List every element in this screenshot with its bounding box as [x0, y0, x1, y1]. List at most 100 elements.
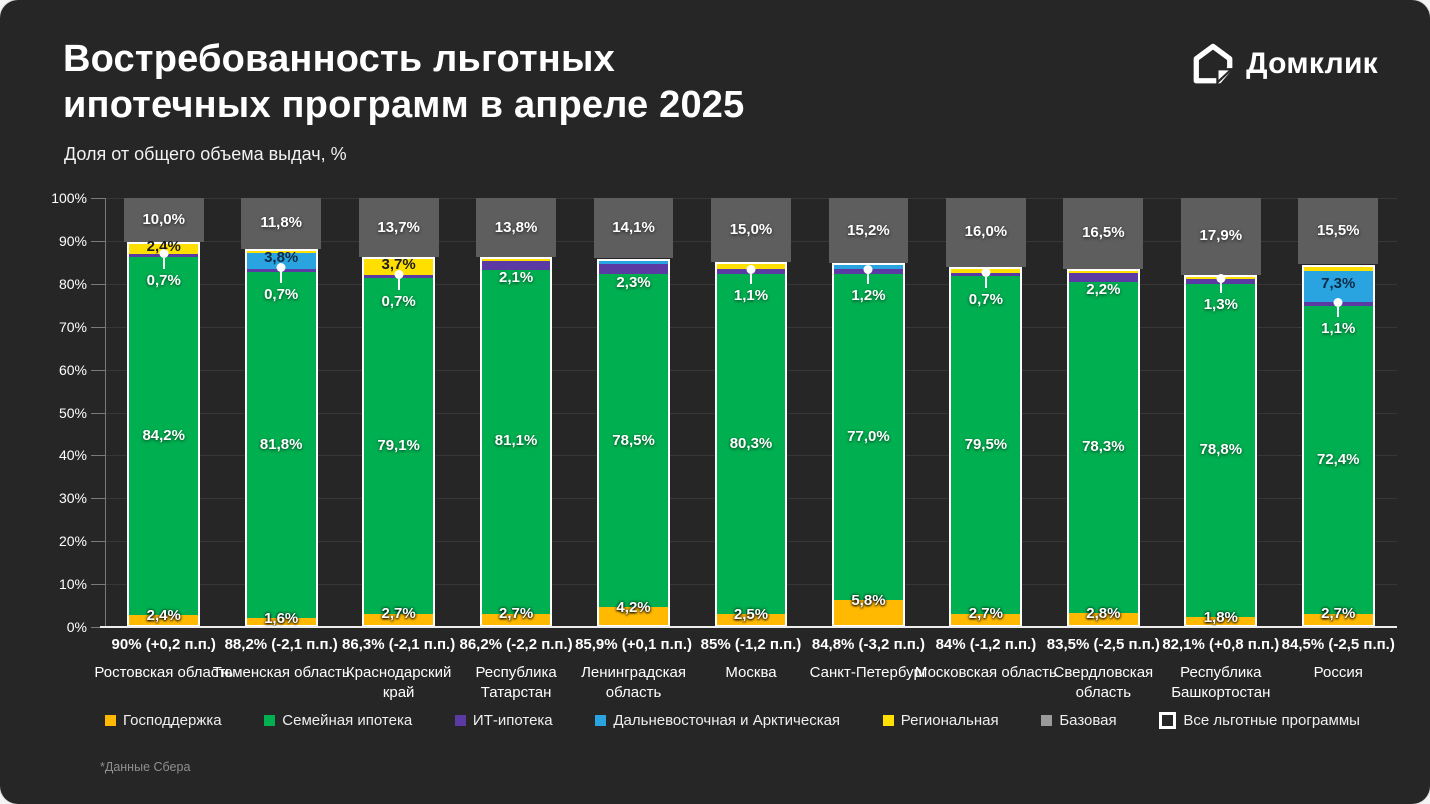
callout-line: [867, 269, 870, 285]
preferential-outline: [479, 257, 553, 627]
segment-label: 0,7%: [264, 285, 299, 303]
preferential-outline: [714, 262, 788, 627]
legend-label: Региональная: [900, 712, 999, 729]
segment-gosp: [599, 607, 668, 625]
callout-line: [397, 274, 400, 290]
domclick-house-icon: [1191, 42, 1235, 86]
bar-total-label: 86,2% (-2,2 п.п.): [459, 636, 573, 653]
y-axis-tick: [91, 541, 105, 543]
y-axis-tick: [91, 627, 105, 628]
bar-column: 17,9% 1,8% 78,8% 1,3% 82,1% (+0,8 п.п.) Респу…: [1162, 198, 1279, 701]
segment-base: [241, 198, 322, 249]
legend-item: Господдержка: [105, 712, 222, 729]
segment-family: [599, 274, 668, 608]
segment-label: 1,1%: [1321, 320, 1356, 338]
segment-base: [1063, 198, 1144, 269]
preferential-outline: [127, 242, 201, 627]
page-title-line2: ипотечных программ в апреле 2025: [63, 84, 745, 127]
bar-column: 16,0% 2,7% 79,5% 0,7% 84% (-1,2 п.п.) Московс…: [915, 198, 1057, 681]
segment-label: 78,8%: [1199, 441, 1243, 459]
callout-line: [1337, 302, 1340, 318]
segment-label: 7,3%: [1321, 275, 1356, 293]
segment-base: [123, 198, 204, 243]
segment-label: 16,5%: [1082, 224, 1125, 242]
bar-total-label: 85% (-1,2 п.п.): [700, 636, 802, 653]
y-axis-line: [105, 198, 106, 627]
y-axis-label: 80%: [58, 275, 87, 292]
segment-label: 0,7%: [968, 290, 1003, 308]
page-title-line1: Востребованность льготных: [63, 38, 615, 80]
segment-base: [828, 198, 909, 264]
segment-fareast: [1303, 270, 1373, 302]
y-axis-tick: [91, 240, 105, 242]
callout-line: [162, 253, 165, 269]
segment-label: 10,0%: [142, 211, 185, 229]
footnote: *Данные Сбера: [100, 760, 191, 774]
segment-label: 2,4%: [146, 238, 181, 256]
legend-item: Все льготные программы: [1159, 712, 1360, 729]
segment-label: 5,8%: [851, 592, 886, 610]
segment-gosp: [246, 618, 316, 625]
legend-label: Дальневосточная и Арктическая: [613, 712, 841, 729]
y-axis-label: 100%: [51, 190, 87, 206]
legend-item: Дальневосточная и Арктическая: [595, 712, 840, 729]
segment-family: [1303, 306, 1373, 614]
y-axis-tick: [91, 369, 105, 371]
y-axis-tick: [91, 584, 105, 586]
bar-total-label: 84% (-1,2 п.п.): [935, 636, 1037, 653]
bar-total-label: 82,1% (+0,8 п.п.): [1162, 636, 1280, 653]
segment-label: 15,0%: [729, 221, 773, 239]
bar-total-label: 86,3% (-2,1 п.п.): [342, 636, 456, 653]
segment-label: 2,1%: [498, 269, 534, 287]
segment-label: 84,2%: [142, 427, 185, 445]
bar-total-label: 83,5% (-2,5 п.п.): [1046, 636, 1160, 653]
segment-label: 17,9%: [1199, 227, 1243, 245]
bar-region-label: Россия: [1313, 664, 1363, 681]
segment-fareast: [599, 260, 668, 265]
segment-label: 2,7%: [381, 605, 416, 623]
x-axis-line: [100, 626, 1397, 628]
preferential-outline: [362, 257, 436, 627]
preferential-outline: [244, 248, 318, 627]
segment-base: [593, 198, 674, 259]
preferential-outline: [1184, 274, 1258, 627]
y-axis-label: 30%: [58, 490, 87, 507]
callout-line: [280, 267, 283, 283]
segment-label: 77,0%: [847, 427, 890, 445]
bar-total-label: 84,8% (-3,2 п.п.): [811, 636, 926, 653]
segment-label: 72,4%: [1316, 451, 1360, 469]
segment-label: 11,8%: [260, 214, 303, 232]
segment-family: [1186, 284, 1256, 618]
preferential-outline: [1066, 268, 1140, 627]
segment-gosp: [1068, 613, 1138, 625]
segment-label: 3,7%: [381, 256, 416, 274]
y-axis-tick: [91, 412, 105, 414]
y-axis-tick: [91, 326, 105, 328]
segment-label: 78,3%: [1082, 438, 1125, 456]
legend-swatch-all: [1159, 712, 1177, 729]
segment-it: [1068, 272, 1138, 283]
bar-total-label: 84,5% (-2,5 п.п.): [1281, 636, 1395, 653]
bar-region-label: Ростовская область: [94, 664, 234, 681]
segment-it: [599, 264, 668, 275]
y-axis-tick: [91, 283, 105, 285]
segment-label: 2,8%: [1086, 604, 1121, 622]
page-title: Востребованность льготных ипотечных прог…: [63, 36, 744, 129]
legend-swatch-fareast: [595, 715, 607, 726]
brand-name: Домклик: [1246, 47, 1378, 80]
segment-base: [476, 198, 556, 258]
segment-label: 15,5%: [1316, 222, 1360, 240]
bar-total-label: 88,2% (-2,1 п.п.): [224, 636, 338, 653]
bar-column: 16,5% 2,8% 78,3% 2,2% 83,5% (-2,5 п.п.) Сверд…: [1045, 198, 1162, 701]
callout-line: [984, 272, 987, 288]
y-axis-tick: [91, 455, 105, 457]
segment-label: 14,1%: [612, 219, 655, 237]
stacked-bar-chart: 0% 10% 20% 30% 40% 50% 60% 70% 80% 90% 100% 10,0% 2,…: [51, 190, 1397, 701]
segment-label: 2,3%: [616, 274, 651, 292]
segment-label: 81,1%: [494, 432, 538, 450]
segment-label: 2,5%: [733, 606, 769, 624]
segment-gosp: [1186, 617, 1256, 625]
segment-label: 1,1%: [733, 287, 769, 305]
bar-region-label: Ленинградская область: [581, 664, 686, 701]
